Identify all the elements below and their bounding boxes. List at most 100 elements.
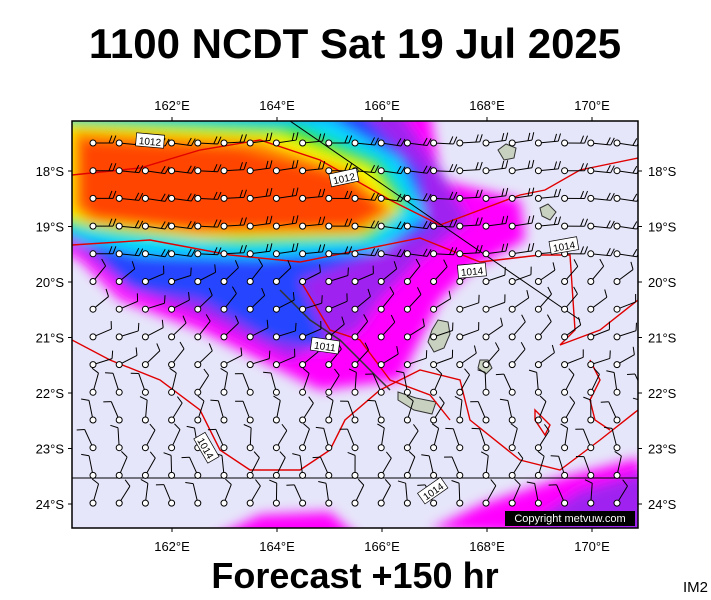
barb-station [299, 194, 307, 202]
barb-feather [422, 220, 428, 229]
barb-feather [370, 220, 375, 228]
barb-station [299, 361, 307, 369]
barb-station [246, 278, 254, 285]
barb-feather [521, 314, 526, 323]
barb-station [168, 388, 176, 396]
barb-feather [295, 132, 299, 141]
barb-feather [138, 220, 144, 229]
barb-station [534, 194, 542, 202]
barb-feather [318, 244, 322, 253]
barb-feather [517, 451, 524, 459]
barb-feather [632, 165, 638, 174]
barb-feather [632, 346, 635, 355]
barb-station [246, 305, 254, 313]
barb-feather [190, 221, 196, 229]
barb-station [508, 194, 516, 202]
lat-label: 22°S [648, 386, 677, 401]
barb-feather [501, 133, 505, 142]
barb-feather [348, 135, 353, 144]
barb-station [194, 361, 202, 369]
barb-feather [501, 216, 505, 225]
barb-feather [520, 342, 526, 350]
barb-station [299, 333, 307, 341]
barb-station [587, 333, 595, 341]
barb-feather [659, 138, 663, 145]
barb-station [403, 250, 411, 258]
barb-station [377, 305, 385, 313]
barb-feather [110, 424, 119, 429]
barb-feather [606, 220, 611, 228]
barb-station [482, 388, 490, 396]
barb-station [325, 250, 333, 258]
barb-station [115, 388, 123, 396]
map-area: 1012 1012 1014 1014 1011 1014 1014 Copyr… [72, 121, 663, 528]
barb-station [141, 416, 149, 424]
barb-feather [659, 319, 660, 327]
barb-station [456, 250, 464, 258]
barb-feather [400, 138, 406, 147]
barb-station [115, 194, 123, 202]
lat-label: 21°S [648, 331, 677, 346]
barb-station [194, 471, 202, 479]
barb-feather [208, 343, 213, 351]
barb-feather [569, 396, 576, 404]
barb-feather [164, 194, 170, 202]
lon-label: 166°E [364, 98, 400, 113]
barb-feather [449, 219, 454, 228]
barb-feather [318, 189, 322, 198]
barb-station [141, 278, 149, 285]
barb-station [403, 499, 411, 507]
barb-station [351, 444, 359, 452]
barb-feather [539, 395, 547, 402]
barb-station [299, 444, 307, 452]
map-title: 1100 NCDT Sat 19 Jul 2025 [89, 20, 621, 67]
barb-feather [606, 370, 615, 373]
barb-station [220, 333, 228, 341]
barb-station [351, 250, 359, 258]
barb-station [430, 333, 438, 341]
barb-feather [160, 165, 166, 174]
barb-shaft [643, 459, 654, 476]
barb-station [220, 444, 228, 452]
barb-feather [292, 453, 301, 457]
barb-station [325, 194, 333, 202]
barb-station [141, 194, 149, 202]
barb-feather [552, 262, 556, 271]
barb-feather [630, 261, 634, 270]
barb-station [272, 499, 280, 507]
barb-station [640, 472, 646, 478]
barb-station [351, 194, 359, 202]
barb-feather [400, 221, 406, 230]
barb-feather [393, 261, 398, 269]
barb-feather [303, 423, 310, 430]
barb-feather [163, 452, 172, 456]
barb-feather [213, 191, 218, 200]
barb-station [168, 167, 176, 175]
barb-station [587, 278, 595, 285]
barb-station [299, 416, 307, 424]
lat-label: 23°S [648, 442, 677, 457]
barb-feather [426, 221, 432, 229]
barb-station [299, 278, 307, 285]
barb-station [534, 305, 542, 313]
barb-feather [138, 165, 144, 173]
barb-feather [210, 399, 219, 402]
image-id: IM2 [683, 579, 708, 596]
barb-feather [164, 249, 170, 257]
barb-station [351, 305, 359, 313]
barb-feather [341, 316, 345, 325]
barb-station [403, 305, 411, 313]
barb-station [246, 333, 254, 341]
barb-feather [108, 135, 113, 144]
barb-station [89, 444, 97, 452]
barb-station [430, 305, 438, 313]
barb-station [640, 306, 646, 312]
barb-feather [169, 367, 177, 374]
barb-feather [111, 350, 114, 359]
lat-label: 19°S [648, 220, 677, 235]
barb-feather [421, 454, 430, 457]
barb-feather [553, 161, 558, 170]
barb-feather [599, 258, 605, 267]
barb-feather [449, 191, 454, 200]
barb-station [220, 305, 228, 313]
